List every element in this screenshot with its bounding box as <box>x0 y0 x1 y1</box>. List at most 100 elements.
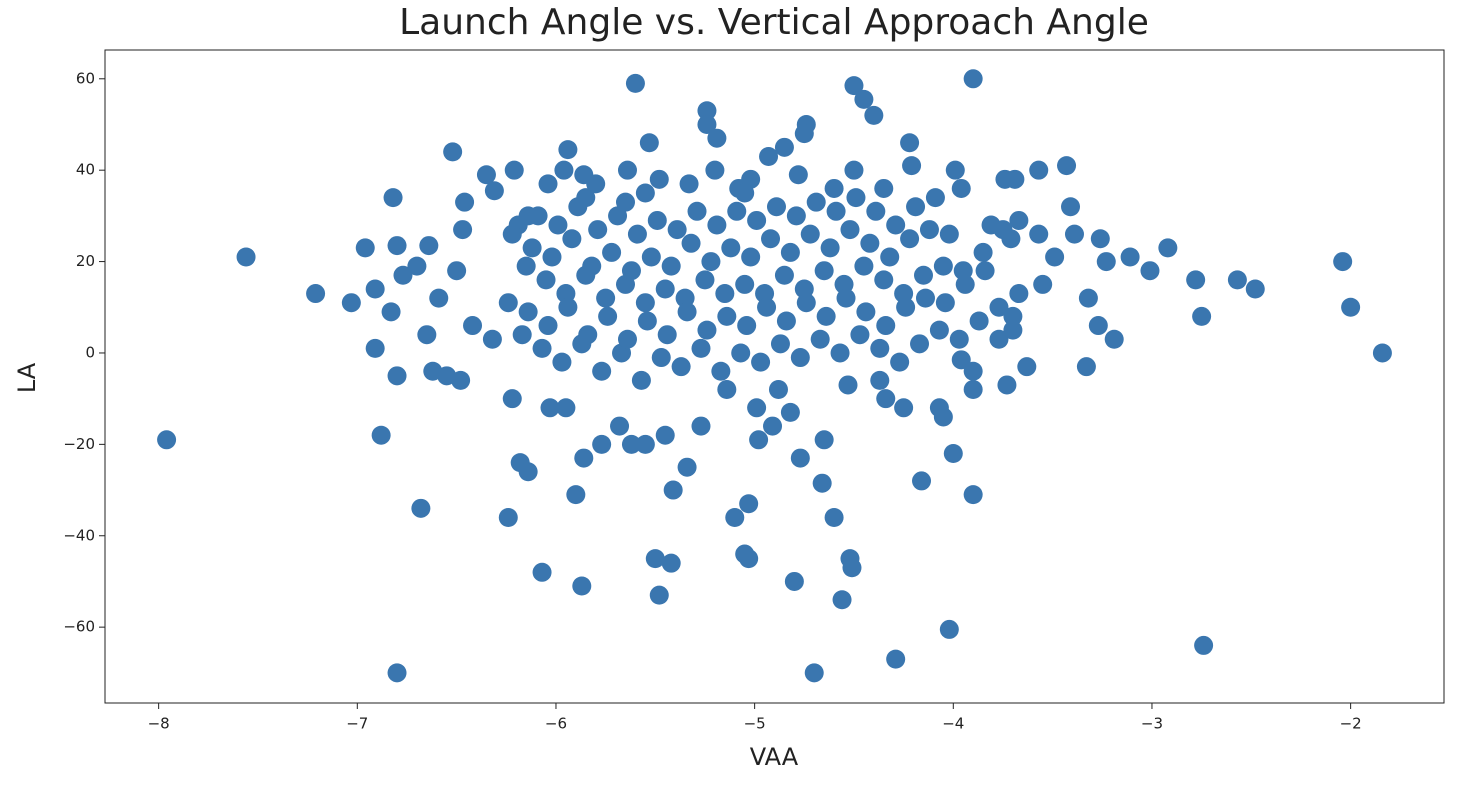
point <box>784 571 804 591</box>
point <box>870 338 890 358</box>
point <box>856 302 876 322</box>
point <box>717 380 737 400</box>
point <box>542 247 562 267</box>
chart-title: Launch Angle vs. Vertical Approach Angle <box>399 2 1149 43</box>
point <box>774 265 794 285</box>
point <box>963 485 983 505</box>
point <box>1372 343 1392 363</box>
point <box>419 236 439 256</box>
point <box>701 252 721 272</box>
point <box>850 325 870 345</box>
point <box>236 247 256 267</box>
point <box>484 181 504 201</box>
point <box>945 160 965 180</box>
point <box>381 302 401 322</box>
point <box>840 220 860 240</box>
point <box>943 443 963 463</box>
point <box>697 114 717 134</box>
point <box>717 306 737 326</box>
point <box>780 242 800 262</box>
point <box>1003 306 1023 326</box>
y-tick-label: 0 <box>85 343 95 361</box>
point <box>731 343 751 363</box>
point <box>651 348 671 368</box>
point <box>739 549 759 569</box>
point <box>1333 252 1353 272</box>
point <box>896 297 916 317</box>
point <box>804 663 824 683</box>
point <box>790 348 810 368</box>
point <box>1194 635 1214 655</box>
point <box>616 192 636 212</box>
y-tick-label: −40 <box>63 526 95 544</box>
point <box>788 165 808 185</box>
point <box>586 174 606 194</box>
point <box>532 338 552 358</box>
point <box>602 242 622 262</box>
point <box>874 178 894 198</box>
point <box>894 398 914 418</box>
point <box>407 256 427 276</box>
point <box>866 201 886 221</box>
point <box>739 494 759 514</box>
point <box>933 256 953 276</box>
y-tick-label: 40 <box>76 161 95 179</box>
point <box>826 201 846 221</box>
point <box>498 507 518 527</box>
point <box>886 215 906 235</box>
point <box>1158 238 1178 258</box>
point <box>864 105 884 125</box>
y-tick-label: 20 <box>76 252 95 270</box>
point <box>824 507 844 527</box>
point <box>679 174 699 194</box>
point <box>776 311 796 331</box>
point <box>365 338 385 358</box>
y-tick-label: −60 <box>63 618 95 636</box>
point <box>677 302 697 322</box>
point <box>621 261 641 281</box>
point <box>617 160 637 180</box>
point <box>365 279 385 299</box>
point <box>707 215 727 235</box>
point <box>721 238 741 258</box>
point <box>558 140 578 160</box>
point <box>919 220 939 240</box>
point <box>830 343 850 363</box>
point <box>443 142 463 162</box>
x-axis-label: VAA <box>750 743 799 771</box>
point <box>516 256 536 276</box>
point <box>677 457 697 477</box>
point <box>913 265 933 285</box>
point <box>528 206 548 226</box>
point <box>768 380 788 400</box>
point <box>1061 197 1081 217</box>
point <box>1064 224 1084 244</box>
point <box>645 549 665 569</box>
point <box>963 69 983 89</box>
point <box>447 261 467 281</box>
point <box>1076 357 1096 377</box>
point <box>631 370 651 390</box>
point <box>383 188 403 208</box>
point <box>598 306 618 326</box>
point <box>933 407 953 427</box>
point <box>572 576 592 596</box>
x-tick-label: −6 <box>545 715 567 733</box>
point <box>880 247 900 267</box>
point <box>482 329 502 349</box>
point <box>824 178 844 198</box>
point <box>1078 288 1098 308</box>
point <box>540 398 560 418</box>
point <box>711 361 731 381</box>
point <box>737 316 757 336</box>
point <box>562 229 582 249</box>
point <box>874 270 894 290</box>
point <box>641 247 661 267</box>
point <box>715 284 735 304</box>
point <box>955 274 975 294</box>
point <box>371 425 391 445</box>
point <box>820 238 840 258</box>
point <box>1096 252 1116 272</box>
point <box>548 215 568 235</box>
point <box>906 197 926 217</box>
